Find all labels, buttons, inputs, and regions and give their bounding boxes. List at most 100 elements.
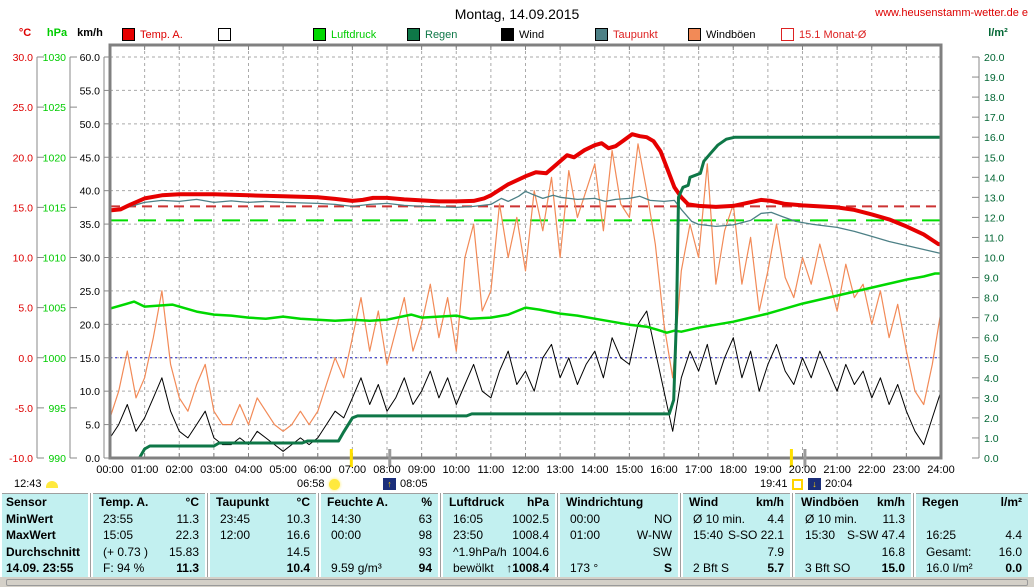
x-axis-label: 16:00 [650,464,678,476]
axis-lm2-label: 8.0 [984,293,999,305]
x-axis-label: 01:00 [131,464,159,476]
table-row: (+ 0.73 ) 15.83 [93,544,205,561]
cell-time: 9.59 g/m³ [331,561,382,576]
axis-lm2-label: 16.0 [984,132,1005,144]
group-unit: km/h [876,495,905,509]
cell-value: 1004.6 [512,544,549,559]
table-column: Feuchte A.% 14:30 63 00:00 98 93 9.59 g/m³ 94 [321,493,438,578]
table-row-label: Durchschnitt [6,544,81,559]
cell-time: 01:00 [570,528,601,543]
cell-time [795,544,882,561]
cell-time: 173 ° [570,561,599,576]
axis-celsius-label: 30.0 [13,52,34,64]
group-unit: % [421,495,432,509]
series-wind [109,310,942,452]
moon-down-icon: ↓ [808,478,821,490]
axis-lm2-label: 12.0 [984,212,1005,224]
axis-kmh-label: 40.0 [80,186,101,198]
axis-lm2-label: 19.0 [984,72,1005,84]
cell-value [1022,511,1028,528]
x-axis-label: 14:00 [581,464,609,476]
table-row-label: MaxWert [6,528,56,543]
chart-legend: Temp. A. Luftdruck Regen Wind Taupunkt Windbö… [0,28,1034,42]
table-group-header: Temp. A. °C [93,494,205,511]
table-row: Gesamt: 16.0 [916,544,1028,561]
cell-value: NO [654,511,672,526]
legend-swatch-icon [407,28,420,41]
axis-lm2-label: 4.0 [984,373,999,385]
cell-value: 16.8 [881,544,905,559]
axis-hpa-label: 1000 [43,353,67,365]
x-axis-label: 19:00 [754,464,782,476]
x-axis-label: 21:00 [823,464,851,476]
axis-hpa-label: 995 [48,403,66,415]
axis-kmh-label: 10.0 [80,386,101,398]
axis-lm2-label: 1.0 [984,433,999,445]
cell-time: 12:00 [220,528,251,543]
table-group-header: Regen l/m² [916,494,1028,511]
group-title: Wind [689,495,719,509]
legend-swatch-icon [218,28,231,41]
x-axis-label: 13:00 [546,464,574,476]
x-axis-label: 07:00 [339,464,367,476]
table-group-header: Feuchte A.% [321,494,438,511]
table-row: 16:05 1002.5 [443,511,555,528]
table-column: Wind km/h Ø 10 min. 4.4 15:40 S-SO 22.1 7.9 2 B… [683,493,790,578]
website-link[interactable]: www.heusenstamm-wetter.de e [875,7,1028,19]
cell-value: 15.0 [881,561,905,576]
axis-lm2-label: 20.0 [984,52,1005,64]
cell-time [321,544,419,561]
cell-value: 14.5 [286,544,310,559]
x-axis-label: 23:00 [893,464,921,476]
table-divider [440,493,441,578]
moon-up-icon: ↑ [383,478,396,490]
table-divider [680,493,681,578]
table-row: 2 Bft S 5.7 [683,560,790,577]
cell-time: (+ 0.73 ) [103,544,149,559]
table-row-label: MinWert [6,511,54,526]
cell-value: 63 [418,511,432,526]
cell-time: 2 Bft S [693,561,730,576]
axis-lm2-label: 11.0 [984,232,1004,244]
cell-value: S-SW 47.4 [846,528,905,543]
table-row: 16.8 [795,544,911,561]
table-divider [207,493,208,578]
legend-label: Regen [425,28,458,41]
series-tempa [109,132,942,247]
series-taupunkt [109,190,942,255]
legend-label: Wind [519,28,545,41]
group-unit: °C [296,495,310,509]
cell-value: 7.9 [767,544,784,559]
x-axis-label: 04:00 [235,464,263,476]
table-group-header: Luftdruck hPa [443,494,555,511]
cell-time: 15:30 [805,528,836,543]
legend-label: 15.1 Monat-Ø [799,28,867,41]
legend-label: Temp. A. [140,28,183,41]
table-row-label: 14.09. 23:55 [6,561,74,576]
axis-celsius-label: 0.0 [18,353,33,365]
table-row: 16.0 l/m² 0.0 [916,560,1028,577]
table-row: SW [560,544,678,561]
axis-lm2-label: 6.0 [984,333,999,345]
x-axis-label: 11:00 [478,464,505,476]
cell-time: 14:30 [331,511,362,526]
axis-kmh-label: 55.0 [80,85,101,97]
table-row: 14:30 63 [321,511,438,528]
axis-kmh-label: 0.0 [85,453,100,465]
series-luftdruck [109,272,941,334]
table-row: Ø 10 min. 11.3 [795,511,911,528]
cell-time [916,511,1022,528]
x-axis-label: 12:00 [512,464,540,476]
axis-lm2-label: 15.0 [984,152,1005,164]
table-column: Windrichtung 00:00 NO 01:00 W-NW SW 173 ° S [560,493,678,578]
group-title: Feuchte A. [327,495,388,509]
x-axis-label: 17:00 [685,464,713,476]
cell-time: 00:00 [570,511,601,526]
legend-item-wind: Wind [501,28,544,41]
annotation-sunset: 19:41 [760,477,803,491]
group-unit: km/h [755,495,784,509]
moon-up-time: 08:05 [400,478,428,490]
cell-time: 16.0 l/m² [926,561,973,576]
series-regen [110,135,941,460]
group-title: Regen [922,495,959,509]
